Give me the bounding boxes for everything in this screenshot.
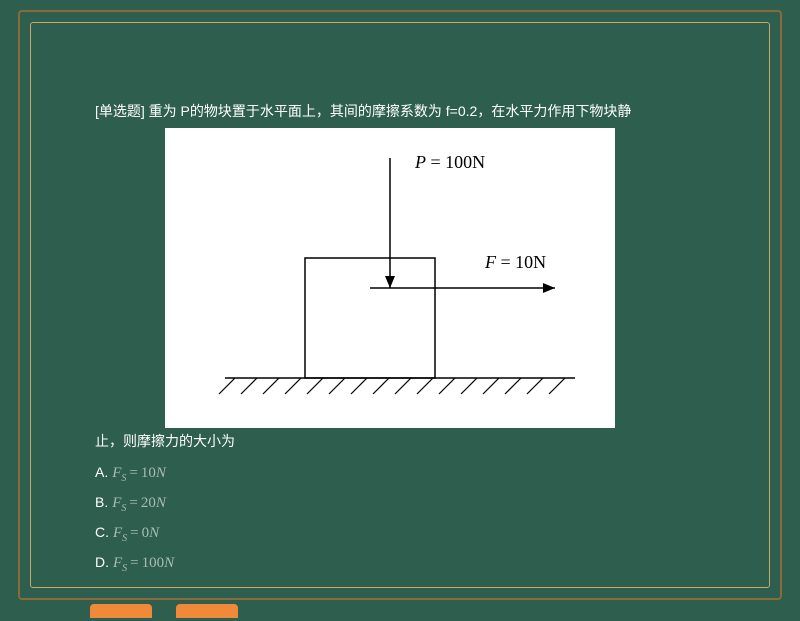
option-formula: FS=20N [112,491,166,517]
action-button-2[interactable] [176,604,238,618]
option-letter: D. [95,551,109,573]
svg-text:F = 10N: F = 10N [484,252,546,272]
question-type-tag: [单选题] [95,103,145,119]
option-letter: B. [95,491,108,513]
answer-options: A. FS=10N B. FS=20N C. FS=0N D. FS=100N [95,461,715,577]
option-formula: FS=100N [113,551,174,577]
question-line-2: 止，则摩擦力的大小为 [95,430,715,452]
physics-diagram: P = 100N F = 10N [165,128,615,428]
option-b[interactable]: B. FS=20N [95,491,715,517]
bottom-buttons [90,604,238,618]
question-text-1: 重为 P的物块置于水平面上，其间的摩擦系数为 f=0.2，在水平力作用下物块静 [145,103,632,119]
svg-text:P = 100N: P = 100N [414,152,485,172]
option-c[interactable]: C. FS=0N [95,521,715,547]
option-a[interactable]: A. FS=10N [95,461,715,487]
option-letter: C. [95,521,109,543]
diagram-container: P = 100N F = 10N [165,128,715,428]
option-formula: FS=10N [112,461,166,487]
question-line-1: [单选题] 重为 P的物块置于水平面上，其间的摩擦系数为 f=0.2，在水平力作… [95,100,715,122]
question-content: [单选题] 重为 P的物块置于水平面上，其间的摩擦系数为 f=0.2，在水平力作… [95,100,715,581]
option-formula: FS=0N [113,521,159,547]
option-letter: A. [95,461,108,483]
action-button-1[interactable] [90,604,152,618]
option-d[interactable]: D. FS=100N [95,551,715,577]
